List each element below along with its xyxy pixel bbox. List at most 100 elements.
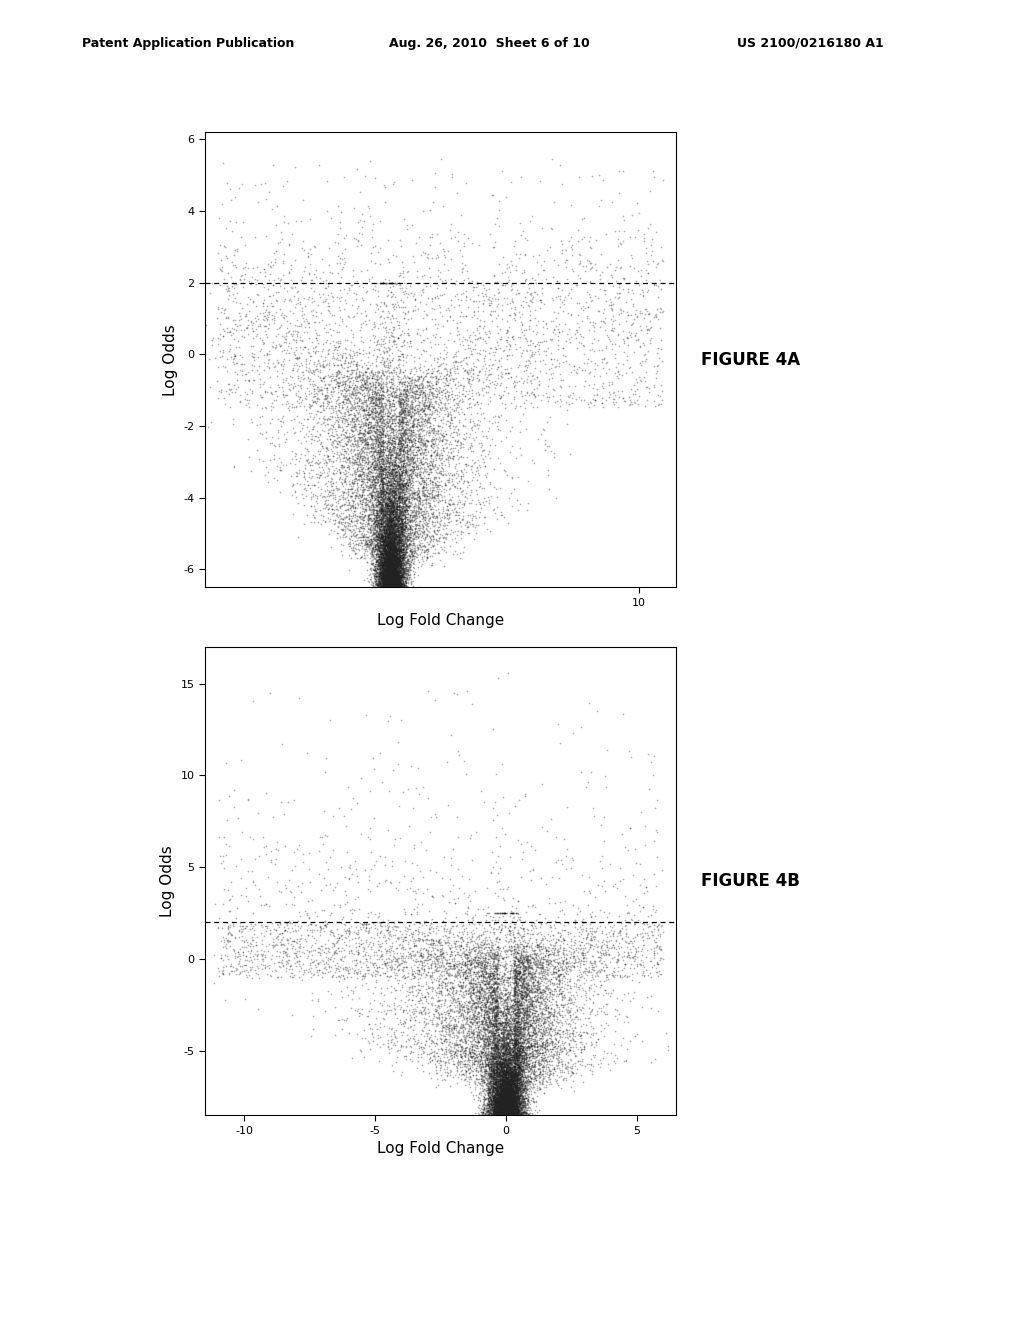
Point <box>492 1035 508 1056</box>
Point <box>392 438 409 459</box>
Point <box>519 985 536 1006</box>
Point <box>477 1041 494 1063</box>
Point <box>351 403 368 424</box>
Point <box>387 541 403 562</box>
Point <box>328 510 344 531</box>
Point <box>481 1104 498 1125</box>
Point <box>384 521 400 543</box>
Point <box>375 572 391 593</box>
Point <box>493 1059 509 1080</box>
Point <box>528 972 545 993</box>
Point <box>375 272 391 293</box>
Point <box>487 1096 504 1117</box>
Point <box>413 975 429 997</box>
Point <box>406 483 422 504</box>
Point <box>233 347 250 368</box>
Point <box>333 949 349 970</box>
Point <box>458 1026 474 1047</box>
Point <box>383 569 399 590</box>
Point <box>496 1078 512 1100</box>
Point <box>370 387 386 408</box>
Point <box>512 243 528 264</box>
Point <box>375 553 391 574</box>
Point <box>509 907 525 928</box>
Point <box>394 781 411 803</box>
Point <box>506 1032 522 1053</box>
Point <box>488 1086 505 1107</box>
Point <box>481 986 498 1007</box>
Point <box>335 424 351 445</box>
Point <box>444 487 461 508</box>
Point <box>378 574 394 595</box>
Point <box>511 946 527 968</box>
Point <box>338 408 354 429</box>
Point <box>461 1015 477 1036</box>
Point <box>610 957 627 978</box>
Point <box>389 562 406 583</box>
Point <box>502 1093 518 1114</box>
Point <box>462 1041 478 1063</box>
Point <box>519 1051 536 1072</box>
Point <box>382 403 398 424</box>
Point <box>379 573 395 594</box>
Point <box>516 1061 532 1082</box>
Point <box>313 465 330 486</box>
Point <box>357 512 374 533</box>
Point <box>490 1093 507 1114</box>
Point <box>495 1067 511 1088</box>
Point <box>206 945 222 966</box>
Point <box>384 276 400 297</box>
Point <box>389 438 406 459</box>
Point <box>376 500 392 521</box>
Point <box>511 907 527 928</box>
Point <box>496 1088 512 1109</box>
Point <box>236 326 252 347</box>
Point <box>475 1005 492 1026</box>
Point <box>515 1022 531 1043</box>
Point <box>225 939 242 960</box>
Point <box>402 552 419 573</box>
Point <box>510 1032 526 1053</box>
Point <box>509 970 525 991</box>
Point <box>367 556 383 577</box>
Point <box>511 1059 527 1080</box>
Point <box>508 1101 524 1122</box>
Point <box>547 323 563 345</box>
Point <box>514 1101 530 1122</box>
Point <box>215 932 231 953</box>
Point <box>508 1071 524 1092</box>
Point <box>394 524 411 545</box>
Point <box>381 519 397 540</box>
Point <box>534 1002 550 1023</box>
Point <box>337 866 353 887</box>
Point <box>372 488 388 510</box>
Point <box>385 533 401 554</box>
Point <box>381 568 397 589</box>
Point <box>495 1101 511 1122</box>
Point <box>384 531 400 552</box>
Point <box>404 389 421 411</box>
Point <box>520 1104 537 1125</box>
Point <box>360 479 377 500</box>
Point <box>479 1028 496 1049</box>
Point <box>494 1089 510 1110</box>
Point <box>384 521 400 543</box>
Point <box>362 536 379 557</box>
Point <box>475 945 492 966</box>
Point <box>383 570 399 591</box>
Point <box>578 946 594 968</box>
Point <box>383 519 399 540</box>
Point <box>378 561 394 582</box>
Point <box>498 1064 514 1085</box>
Point <box>373 565 389 586</box>
Point <box>383 495 399 516</box>
Point <box>447 532 464 553</box>
Point <box>514 1101 530 1122</box>
Point <box>557 986 573 1007</box>
Point <box>506 1105 522 1126</box>
Point <box>351 343 368 364</box>
Point <box>378 572 394 593</box>
Point <box>510 1056 526 1077</box>
Point <box>545 1018 561 1039</box>
Point <box>413 964 429 985</box>
